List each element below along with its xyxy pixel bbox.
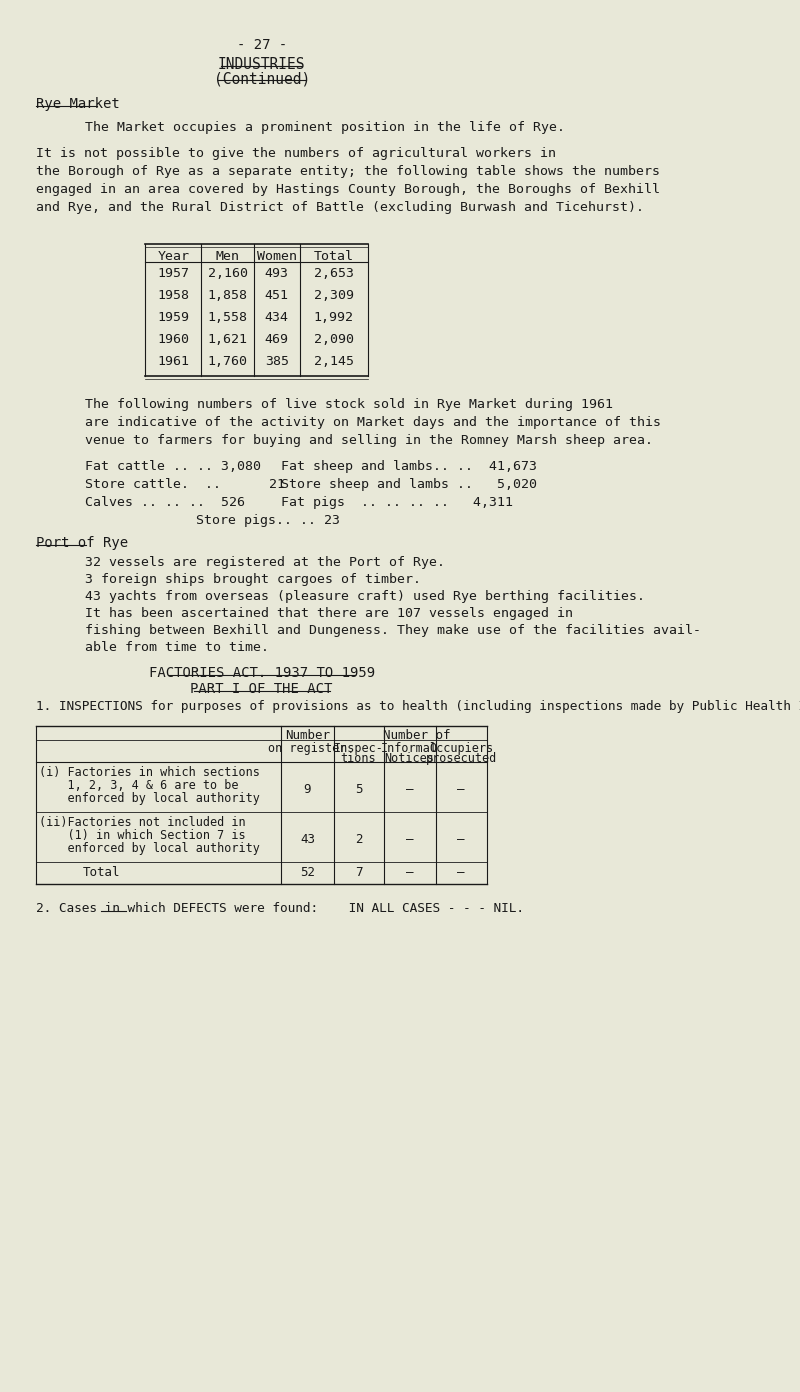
Text: tions: tions: [341, 752, 376, 766]
Text: Women: Women: [257, 251, 297, 263]
Text: —: —: [406, 782, 414, 796]
Text: 9: 9: [304, 782, 311, 796]
Text: Year: Year: [158, 251, 190, 263]
Text: Port of Rye: Port of Rye: [36, 536, 128, 550]
Text: 32 vessels are registered at the Port of Rye.: 32 vessels are registered at the Port of…: [85, 555, 445, 569]
Text: prosecuted: prosecuted: [426, 752, 497, 766]
Text: PART I OF THE ACT: PART I OF THE ACT: [190, 682, 333, 696]
Text: Number of: Number of: [383, 729, 450, 742]
Text: 1,621: 1,621: [208, 333, 248, 347]
Text: 2,160: 2,160: [208, 267, 248, 280]
Text: Store cattle.  ..      21: Store cattle. .. 21: [85, 477, 285, 491]
Text: 2,653: 2,653: [314, 267, 354, 280]
Text: 434: 434: [265, 310, 289, 324]
Text: It has been ascertained that there are 107 vessels engaged in: It has been ascertained that there are 1…: [85, 607, 573, 619]
Text: 469: 469: [265, 333, 289, 347]
Text: - 27 -: - 27 -: [237, 38, 287, 52]
Text: 1,992: 1,992: [314, 310, 354, 324]
Text: Fat sheep and lambs.. ..  41,673: Fat sheep and lambs.. .. 41,673: [282, 459, 538, 473]
Text: 2. Cases in which DEFECTS were found:    IN ALL CASES - - - NIL.: 2. Cases in which DEFECTS were found: IN…: [36, 902, 524, 915]
Text: 7: 7: [354, 866, 362, 878]
Text: able from time to time.: able from time to time.: [85, 640, 269, 654]
Text: 1,760: 1,760: [208, 355, 248, 367]
Text: are indicative of the activity on Market days and the importance of this: are indicative of the activity on Market…: [85, 416, 661, 429]
Text: 1957: 1957: [158, 267, 190, 280]
Text: It is not possible to give the numbers of agricultural workers in: It is not possible to give the numbers o…: [36, 148, 556, 160]
Text: Calves .. .. ..  526: Calves .. .. .. 526: [85, 496, 245, 509]
Text: Total: Total: [82, 866, 120, 878]
Text: Fat cattle .. .. 3,080: Fat cattle .. .. 3,080: [85, 459, 261, 473]
Text: on register: on register: [268, 742, 346, 754]
Text: Total: Total: [314, 251, 354, 263]
Text: 1958: 1958: [158, 290, 190, 302]
Text: Rye Market: Rye Market: [36, 97, 120, 111]
Text: FACTORIES ACT. 1937 TO 1959: FACTORIES ACT. 1937 TO 1959: [149, 665, 374, 681]
Text: enforced by local authority: enforced by local authority: [38, 842, 259, 855]
Text: 1. INSPECTIONS for purposes of provisions as to health (including inspections ma: 1. INSPECTIONS for purposes of provision…: [36, 700, 800, 713]
Text: 1959: 1959: [158, 310, 190, 324]
Text: Store sheep and lambs ..   5,020: Store sheep and lambs .. 5,020: [282, 477, 538, 491]
Text: venue to farmers for buying and selling in the Romney Marsh sheep area.: venue to farmers for buying and selling …: [85, 434, 653, 447]
Text: 1961: 1961: [158, 355, 190, 367]
Text: —: —: [406, 866, 414, 878]
Text: 1,558: 1,558: [208, 310, 248, 324]
Text: 52: 52: [300, 866, 315, 878]
Text: The following numbers of live stock sold in Rye Market during 1961: The following numbers of live stock sold…: [85, 398, 613, 411]
Text: Number: Number: [285, 729, 330, 742]
Text: 5: 5: [354, 782, 362, 796]
Text: The Market occupies a prominent position in the life of Rye.: The Market occupies a prominent position…: [85, 121, 565, 134]
Text: 1,858: 1,858: [208, 290, 248, 302]
Text: 493: 493: [265, 267, 289, 280]
Text: —: —: [458, 782, 465, 796]
Text: (i) Factories in which sections: (i) Factories in which sections: [38, 766, 259, 780]
Text: 2: 2: [354, 832, 362, 846]
Text: Informal: Informal: [381, 742, 438, 754]
Text: Occupiers: Occupiers: [429, 742, 494, 754]
Text: the Borough of Rye as a separate entity; the following table shows the numbers: the Borough of Rye as a separate entity;…: [36, 166, 660, 178]
Text: 2,309: 2,309: [314, 290, 354, 302]
Text: (1) in which Section 7 is: (1) in which Section 7 is: [38, 830, 246, 842]
Text: 43 yachts from overseas (pleasure craft) used Rye berthing facilities.: 43 yachts from overseas (pleasure craft)…: [85, 590, 645, 603]
Text: engaged in an area covered by Hastings County Borough, the Boroughs of Bexhill: engaged in an area covered by Hastings C…: [36, 182, 660, 196]
Text: (Continued): (Continued): [214, 71, 310, 86]
Text: Inspec-: Inspec-: [334, 742, 383, 754]
Text: fishing between Bexhill and Dungeness. They make use of the facilities avail-: fishing between Bexhill and Dungeness. T…: [85, 624, 701, 638]
Text: 3 foreign ships brought cargoes of timber.: 3 foreign ships brought cargoes of timbe…: [85, 574, 421, 586]
Text: (ii)Factories not included in: (ii)Factories not included in: [38, 816, 246, 830]
Text: —: —: [458, 866, 465, 878]
Text: 2,145: 2,145: [314, 355, 354, 367]
Text: 1960: 1960: [158, 333, 190, 347]
Text: Store pigs.. .. 23: Store pigs.. .. 23: [196, 514, 340, 528]
Text: 385: 385: [265, 355, 289, 367]
Text: —: —: [458, 832, 465, 846]
Text: 43: 43: [300, 832, 315, 846]
Text: 451: 451: [265, 290, 289, 302]
Text: 1, 2, 3, 4 & 6 are to be: 1, 2, 3, 4 & 6 are to be: [38, 780, 238, 792]
Text: and Rye, and the Rural District of Battle (excluding Burwash and Ticehurst).: and Rye, and the Rural District of Battl…: [36, 200, 644, 214]
Text: Men: Men: [216, 251, 240, 263]
Text: Fat pigs  .. .. .. ..   4,311: Fat pigs .. .. .. .. 4,311: [282, 496, 514, 509]
Text: INDUSTRIES: INDUSTRIES: [218, 57, 306, 72]
Text: 2,090: 2,090: [314, 333, 354, 347]
Text: —: —: [406, 832, 414, 846]
Text: Notices: Notices: [385, 752, 434, 766]
Text: enforced by local authority: enforced by local authority: [38, 792, 259, 805]
